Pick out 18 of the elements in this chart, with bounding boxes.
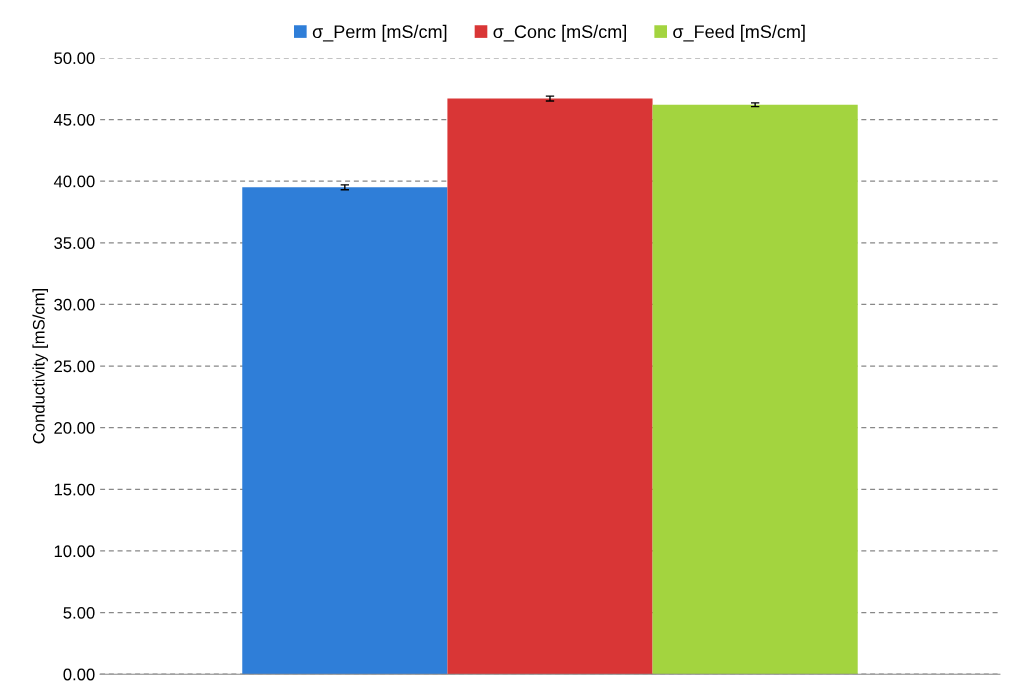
legend-label: σ_Perm [mS/cm] [312,24,447,42]
y-tick-label: 25.00 [54,360,95,373]
bar [652,104,858,675]
legend-label: σ_Conc [mS/cm] [493,24,626,42]
y-axis-title: Conductivity [mS/cm] [32,288,48,444]
y-tick-label: 5.00 [63,606,95,619]
y-tick-label: 20.00 [54,422,95,434]
y-tick-label: 10.00 [54,545,95,558]
y-tick-label: 40.00 [53,175,95,188]
y-tick-label: 35.00 [54,237,95,249]
y-tick-label: 0.00 [63,668,95,681]
y-tick-label: 50.00 [54,52,95,65]
bar [447,98,653,675]
y-tick-label: 30.00 [54,298,95,311]
y-tick-label: 15.00 [54,483,95,496]
y-tick-label: 45.00 [53,113,95,126]
legend-label: σ_Feed [mS/cm] [673,24,805,42]
bar [242,187,448,675]
